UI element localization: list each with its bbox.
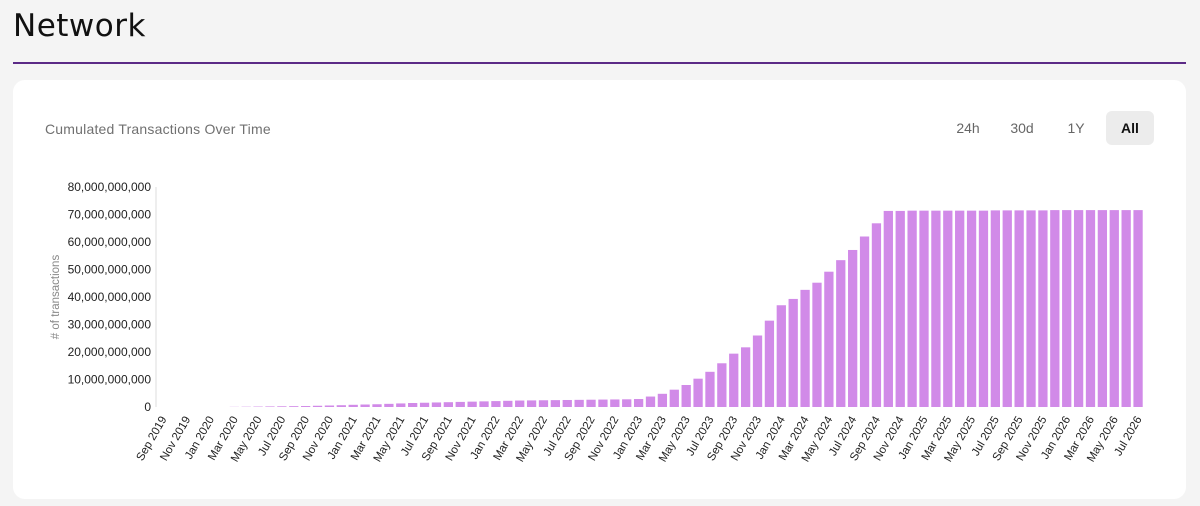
bar[interactable] xyxy=(657,393,668,407)
transactions-bar-chart: 0 10,000,000,000 20,000,000,000 30,000,000,… xyxy=(50,180,1145,464)
chart-card: Cumulated Transactions Over Time 24h 30d… xyxy=(13,80,1186,499)
bar[interactable] xyxy=(1073,210,1084,407)
bar[interactable] xyxy=(943,210,953,407)
bar[interactable] xyxy=(931,210,941,407)
bar[interactable] xyxy=(419,402,430,407)
bar[interactable] xyxy=(503,400,513,407)
bar[interactable] xyxy=(491,401,501,407)
bar[interactable] xyxy=(443,402,453,407)
y-tick-label: 80,000,000,000 xyxy=(68,180,152,194)
bar[interactable] xyxy=(1038,210,1048,408)
bar[interactable] xyxy=(907,210,917,407)
bar[interactable] xyxy=(598,399,608,407)
bar[interactable] xyxy=(859,236,870,408)
bar[interactable] xyxy=(277,406,287,407)
range-tab-30d[interactable]: 30d xyxy=(1010,120,1034,136)
bar[interactable] xyxy=(431,402,442,407)
bar[interactable] xyxy=(1133,210,1143,407)
bar[interactable] xyxy=(384,403,394,407)
bar[interactable] xyxy=(586,399,596,407)
y-tick-label: 10,000,000,000 xyxy=(68,373,152,387)
title-divider xyxy=(13,62,1186,64)
bar[interactable] xyxy=(455,401,465,407)
bar[interactable] xyxy=(1002,210,1012,408)
bar[interactable] xyxy=(776,305,786,407)
bar[interactable] xyxy=(360,404,370,407)
bar[interactable] xyxy=(752,335,763,408)
bar[interactable] xyxy=(633,399,644,407)
bar[interactable] xyxy=(1121,210,1131,407)
bar[interactable] xyxy=(740,347,751,407)
bar[interactable] xyxy=(717,363,727,407)
bar[interactable] xyxy=(966,210,977,407)
bar[interactable] xyxy=(1109,210,1119,407)
bar[interactable] xyxy=(990,210,1000,408)
bar[interactable] xyxy=(729,353,739,407)
bar[interactable] xyxy=(764,320,775,407)
range-tab-24h[interactable]: 24h xyxy=(956,120,980,136)
bar[interactable] xyxy=(669,389,679,407)
bar[interactable] xyxy=(645,396,656,407)
y-tick-label: 50,000,000,000 xyxy=(68,263,152,277)
time-range-tabs: 24h 30d 1Y All xyxy=(944,111,1154,145)
y-tick-label: 40,000,000,000 xyxy=(68,290,152,304)
bar[interactable] xyxy=(705,371,715,407)
y-tick-label: 30,000,000,000 xyxy=(68,318,152,332)
bar[interactable] xyxy=(289,406,299,407)
bar[interactable] xyxy=(1014,210,1024,408)
y-tick-label: 20,000,000,000 xyxy=(68,345,152,359)
bar[interactable] xyxy=(312,405,323,407)
bar[interactable] xyxy=(574,399,584,407)
bar[interactable] xyxy=(955,210,965,407)
bar[interactable] xyxy=(265,406,275,407)
bar[interactable] xyxy=(396,403,406,407)
bar[interactable] xyxy=(848,249,858,407)
bar[interactable] xyxy=(515,400,525,407)
bar[interactable] xyxy=(562,399,572,407)
bar[interactable] xyxy=(526,400,537,407)
bar[interactable] xyxy=(788,298,798,407)
range-tab-all[interactable]: All xyxy=(1106,111,1154,145)
bar[interactable] xyxy=(978,210,989,407)
bar[interactable] xyxy=(800,289,810,407)
range-tab-1y[interactable]: 1Y xyxy=(1067,120,1085,136)
bar[interactable] xyxy=(1026,210,1036,408)
bar[interactable] xyxy=(324,405,335,407)
bar[interactable] xyxy=(1085,210,1096,407)
bar[interactable] xyxy=(610,399,620,407)
bar[interactable] xyxy=(681,385,691,407)
bar[interactable] xyxy=(467,401,477,407)
bar[interactable] xyxy=(836,260,846,407)
bar[interactable] xyxy=(812,282,822,407)
bar[interactable] xyxy=(301,406,311,407)
chart-title: Cumulated Transactions Over Time xyxy=(45,121,271,137)
bar[interactable] xyxy=(479,401,489,407)
bar[interactable] xyxy=(883,210,893,407)
bar[interactable] xyxy=(824,271,834,407)
bar[interactable] xyxy=(550,400,561,408)
bar[interactable] xyxy=(538,400,549,407)
bar[interactable] xyxy=(693,378,703,407)
bar[interactable] xyxy=(1097,210,1108,407)
bar[interactable] xyxy=(336,405,346,407)
bar[interactable] xyxy=(919,210,929,407)
y-axis-label: # of transactions xyxy=(50,255,62,340)
y-tick-label: 0 xyxy=(144,400,151,414)
y-tick-label: 60,000,000,000 xyxy=(68,235,152,249)
bar[interactable] xyxy=(1062,210,1072,407)
bar[interactable] xyxy=(871,223,882,407)
bar[interactable] xyxy=(1050,210,1060,407)
bar[interactable] xyxy=(372,404,382,407)
page-title: Network xyxy=(13,8,146,44)
y-tick-label: 70,000,000,000 xyxy=(68,208,152,222)
bar[interactable] xyxy=(348,404,358,407)
bar[interactable] xyxy=(622,399,632,407)
bar[interactable] xyxy=(895,210,905,407)
bar[interactable] xyxy=(408,403,418,407)
